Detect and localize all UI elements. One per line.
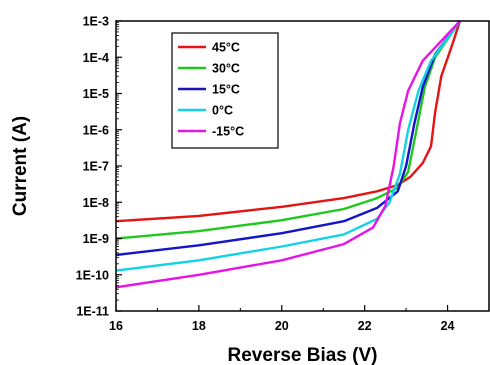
legend-label-2: 15°C	[212, 83, 240, 97]
y-axis-title: Current (A)	[10, 116, 31, 216]
legend-label-3: 0°C	[212, 104, 233, 118]
y-tick-label: 1E-5	[83, 87, 109, 101]
x-axis-title: Reverse Bias (V)	[228, 345, 378, 365]
x-tick-label: 22	[358, 319, 372, 333]
y-tick-label: 1E-8	[83, 196, 109, 210]
y-tick-label: 1E-4	[83, 51, 109, 65]
series-line-0	[115, 20, 462, 223]
legend-label-0: 45°C	[212, 41, 240, 55]
legend-label-1: 30°C	[212, 62, 240, 76]
x-tick-label: 16	[109, 319, 123, 333]
x-tick-label: 18	[192, 319, 206, 333]
legend-box	[171, 32, 279, 149]
y-tick-label: 1E-3	[83, 15, 109, 29]
series-line-2	[115, 20, 461, 257]
y-tick-label: 1E-7	[83, 160, 109, 174]
y-tick-label: 1E-9	[83, 232, 109, 246]
legend-label-4: -15°C	[212, 125, 244, 139]
series-line-4	[115, 20, 461, 289]
y-tick-label: 1E-11	[76, 305, 109, 319]
y-tick-label: 1E-6	[83, 123, 109, 137]
x-tick-label: 20	[275, 319, 289, 333]
y-tick-label: 1E-10	[76, 268, 109, 282]
series-line-3	[115, 20, 461, 272]
legend: 45°C 30°C 15°C 0°C -15°C	[171, 32, 279, 149]
ticks-layer: 16 18 20 22 24 1E-11 1E-10 1E-9 1E-8 1E-7 1E-6 1E-5…	[76, 15, 455, 334]
series-layer	[115, 20, 462, 289]
x-tick-label: 24	[441, 319, 455, 333]
